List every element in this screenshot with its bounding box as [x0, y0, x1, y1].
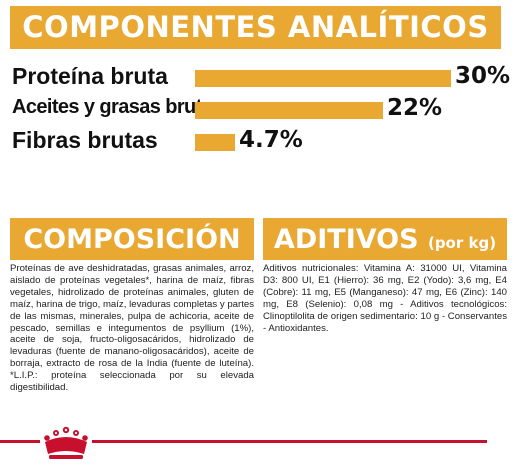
- analytic-components-banner: COMPONENTES ANALÍTICOS: [10, 6, 501, 49]
- analytic-bar: [195, 102, 383, 119]
- analytic-bar: [195, 134, 235, 151]
- analytic-bar: [195, 70, 451, 87]
- royal-canin-crown-icon: [44, 426, 88, 459]
- analytic-value: 4.7%: [239, 127, 303, 153]
- analytic-label: Fibras brutas: [12, 127, 158, 153]
- analytic-value: 22%: [387, 95, 443, 121]
- analytic-value: 30%: [455, 63, 511, 89]
- footer-divider-right: [92, 440, 487, 443]
- footer-divider-left: [0, 440, 40, 443]
- analytic-label: Proteína bruta: [12, 63, 168, 89]
- analytic-label: Aceites y grasas brutos: [12, 96, 224, 118]
- analytic-components-title: COMPONENTES ANALÍTICOS: [22, 10, 489, 44]
- additives-title: ADITIVOS: [273, 224, 419, 255]
- additives-banner: ADITIVOS (por kg): [263, 218, 507, 260]
- additives-text: Aditivos nutricionales: Vitamina A: 3100…: [263, 263, 507, 334]
- composition-text: Proteínas de ave deshidratadas, grasas a…: [10, 263, 254, 394]
- additives-title-suffix: (por kg): [427, 234, 497, 252]
- composition-title: COMPOSICIÓN: [23, 224, 241, 255]
- composition-banner: COMPOSICIÓN: [10, 218, 254, 260]
